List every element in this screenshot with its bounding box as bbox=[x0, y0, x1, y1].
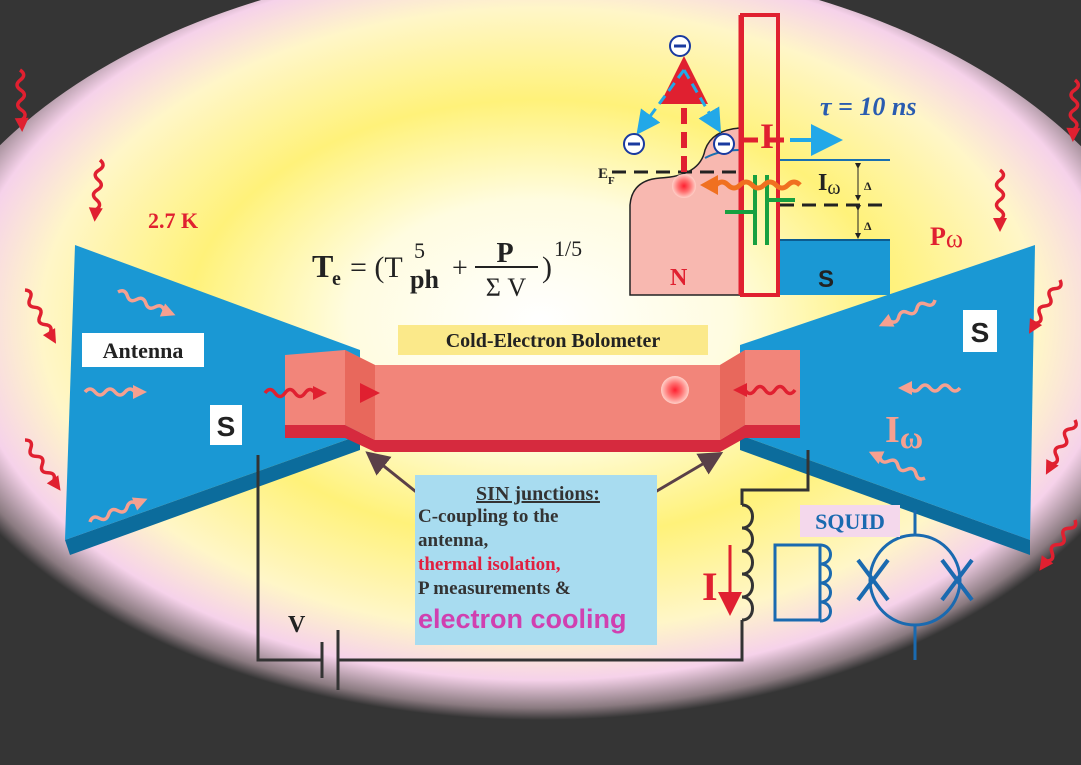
normal-label: N bbox=[670, 265, 688, 291]
photon-current-label: Iω bbox=[818, 170, 841, 199]
relaxation bbox=[636, 69, 686, 135]
formula-part: e bbox=[332, 268, 341, 290]
antenna-right-edge bbox=[740, 435, 1030, 555]
power-subscript: ω bbox=[946, 224, 963, 253]
squid-label-box bbox=[800, 505, 900, 537]
callout-arrow bbox=[365, 451, 421, 497]
bolometer-label-box bbox=[398, 325, 708, 355]
electron bbox=[669, 35, 691, 57]
callout-heading: SIN junctions: bbox=[476, 483, 600, 505]
fermi-subscript: F bbox=[608, 175, 615, 187]
wire bbox=[740, 450, 810, 505]
fermi-symbol: E bbox=[598, 166, 608, 182]
callout-line: thermal isolation, bbox=[418, 554, 561, 575]
superconductor-band bbox=[780, 240, 890, 295]
callout-line: electron cooling bbox=[418, 604, 627, 634]
wire bbox=[256, 455, 322, 662]
callout-line: antenna, bbox=[418, 530, 488, 551]
hot-electron bbox=[661, 376, 689, 404]
current-omega-subscript: ω bbox=[900, 419, 923, 455]
formula-part: Σ V bbox=[486, 273, 527, 302]
formula-part: = (T bbox=[350, 251, 403, 284]
formula: T e = (T 5 ph + P Σ V ) 1/5 bbox=[312, 236, 582, 302]
s-label-box bbox=[963, 310, 997, 352]
input-coil bbox=[819, 543, 832, 623]
s-label: S bbox=[971, 317, 990, 348]
callout-line: C-coupling to the bbox=[418, 506, 558, 527]
callout-arrow bbox=[649, 451, 724, 497]
photon-absorbed bbox=[714, 179, 802, 191]
junction-right bbox=[720, 350, 745, 440]
current-omega-symbol: I bbox=[885, 409, 900, 451]
formula-part: 5 bbox=[414, 238, 425, 263]
photon-current-symbol: I bbox=[818, 170, 827, 196]
current-label: I bbox=[760, 116, 774, 156]
photon-current-subscript: ω bbox=[827, 177, 840, 199]
formula-part: T bbox=[312, 248, 333, 284]
formula-part: ) bbox=[542, 251, 552, 284]
photon-head bbox=[700, 175, 718, 195]
s-label-box bbox=[210, 405, 242, 445]
bolometer-strip bbox=[285, 350, 800, 440]
antenna-right bbox=[740, 245, 1035, 540]
normal-metal-band bbox=[629, 127, 741, 296]
josephson-junction bbox=[940, 558, 974, 602]
voltage-label: V bbox=[288, 612, 306, 638]
josephson-junction bbox=[856, 558, 890, 602]
squid-circuit bbox=[773, 510, 974, 660]
relaxation bbox=[682, 69, 722, 134]
formula-part: + bbox=[452, 253, 468, 284]
gap-label: Δ bbox=[864, 219, 872, 233]
antenna-left bbox=[65, 245, 360, 540]
power-symbol: P bbox=[930, 222, 946, 251]
s-label: S bbox=[217, 411, 236, 442]
antenna-label: Antenna bbox=[103, 338, 184, 363]
power-label: Pω bbox=[930, 222, 963, 253]
fermi-label: EF bbox=[598, 166, 615, 187]
formula-part: ph bbox=[410, 265, 439, 294]
callout-box bbox=[415, 475, 657, 645]
squid-label: SQUID bbox=[815, 509, 885, 534]
circuit bbox=[256, 450, 810, 690]
bias-current-label: I bbox=[702, 564, 718, 609]
bolometer-label: Cold-Electron Bolometer bbox=[446, 330, 661, 352]
antenna-label-box bbox=[82, 333, 204, 367]
bolometer-edge bbox=[285, 425, 800, 452]
electron bbox=[713, 133, 735, 155]
current-omega-label: Iω bbox=[885, 409, 923, 455]
formula-part: P bbox=[496, 238, 513, 269]
temperature-label: 2.7 K bbox=[148, 208, 198, 233]
formula-part: 1/5 bbox=[554, 236, 582, 261]
hot-electron bbox=[672, 174, 696, 198]
gap-label: Δ bbox=[864, 179, 872, 193]
tau-label: τ = 10 ns bbox=[820, 92, 916, 121]
superconductor-label: S bbox=[818, 266, 834, 293]
electron bbox=[623, 133, 645, 155]
photon-head bbox=[360, 383, 380, 403]
antenna-left-edge bbox=[65, 435, 360, 555]
callout-line: P measurements & bbox=[418, 578, 571, 599]
wire bbox=[338, 620, 744, 662]
barrier bbox=[740, 13, 780, 297]
inductor bbox=[741, 503, 754, 622]
